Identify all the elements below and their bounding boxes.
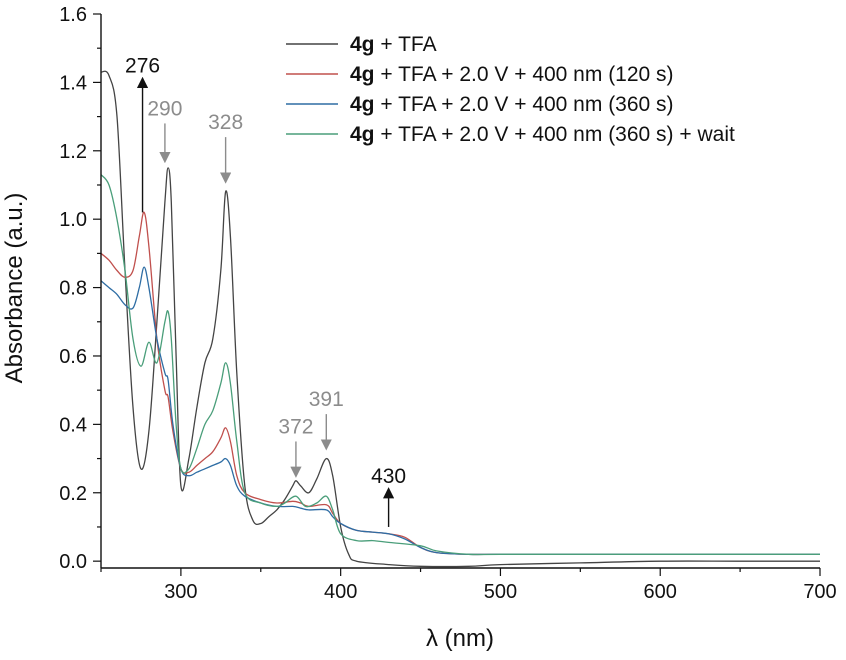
legend-entry-4: 4g + TFA + 2.0 V + 400 nm (360 s) + wait: [350, 123, 735, 146]
series-line-3: [101, 266, 820, 556]
x-axis-title: λ (nm): [426, 625, 494, 652]
legend-compound-label: 4g: [350, 123, 375, 146]
legend-entry-1: 4g + TFA: [350, 33, 437, 56]
y-tick-label: 1.4: [59, 72, 87, 94]
x-tick-label: 700: [803, 581, 836, 603]
y-axis-title: Absorbance (a.u.): [1, 193, 28, 384]
legend-compound-label: 4g: [350, 33, 375, 56]
legend-compound-label: 4g: [350, 63, 375, 86]
series-line-1: [101, 70, 820, 568]
annotation-label-290: 290: [147, 97, 182, 120]
annotation-label-391: 391: [309, 388, 344, 411]
legend-condition-label: + TFA + 2.0 V + 400 nm (360 s) + wait: [375, 123, 735, 146]
series-line-2: [101, 211, 820, 556]
y-tick-label: 0.8: [59, 278, 87, 300]
x-tick-label: 500: [484, 581, 517, 603]
legend-condition-label: + TFA: [375, 33, 437, 56]
annotation-label-430: 430: [371, 465, 406, 488]
series-line-4: [101, 174, 820, 556]
y-tick-label: 0.4: [59, 414, 87, 436]
y-tick-label: 0.2: [59, 483, 87, 505]
legend-condition-label: + TFA + 2.0 V + 400 nm (120 s): [375, 63, 674, 86]
y-tick-label: 1.6: [59, 4, 87, 26]
axes-layer: 300 400 500 600 700 0.0 0.2 0.4 0.6 0.8 1.0 1.2 1.4 1…: [59, 4, 837, 603]
annotation-label-328: 328: [208, 111, 243, 134]
annotation-label-276: 276: [125, 54, 160, 77]
y-tick-label: 1.0: [59, 209, 87, 231]
x-tick-label: 600: [644, 581, 677, 603]
y-tick-label: 0.0: [59, 551, 87, 573]
legend-entry-2: 4g + TFA + 2.0 V + 400 nm (120 s): [350, 63, 674, 86]
x-tick-label: 400: [324, 581, 357, 603]
x-tick-label: 300: [164, 581, 197, 603]
legend-condition-label: + TFA + 2.0 V + 400 nm (360 s): [375, 93, 674, 116]
y-tick-label: 0.6: [59, 346, 87, 368]
annotation-layer: 276 290 328 372 391 430: [125, 54, 406, 527]
legend-compound-label: 4g: [350, 93, 375, 116]
series-layer: [101, 70, 820, 568]
y-tick-label: 1.2: [59, 141, 87, 163]
legend-entry-3: 4g + TFA + 2.0 V + 400 nm (360 s): [350, 93, 674, 116]
annotation-label-372: 372: [278, 415, 313, 438]
